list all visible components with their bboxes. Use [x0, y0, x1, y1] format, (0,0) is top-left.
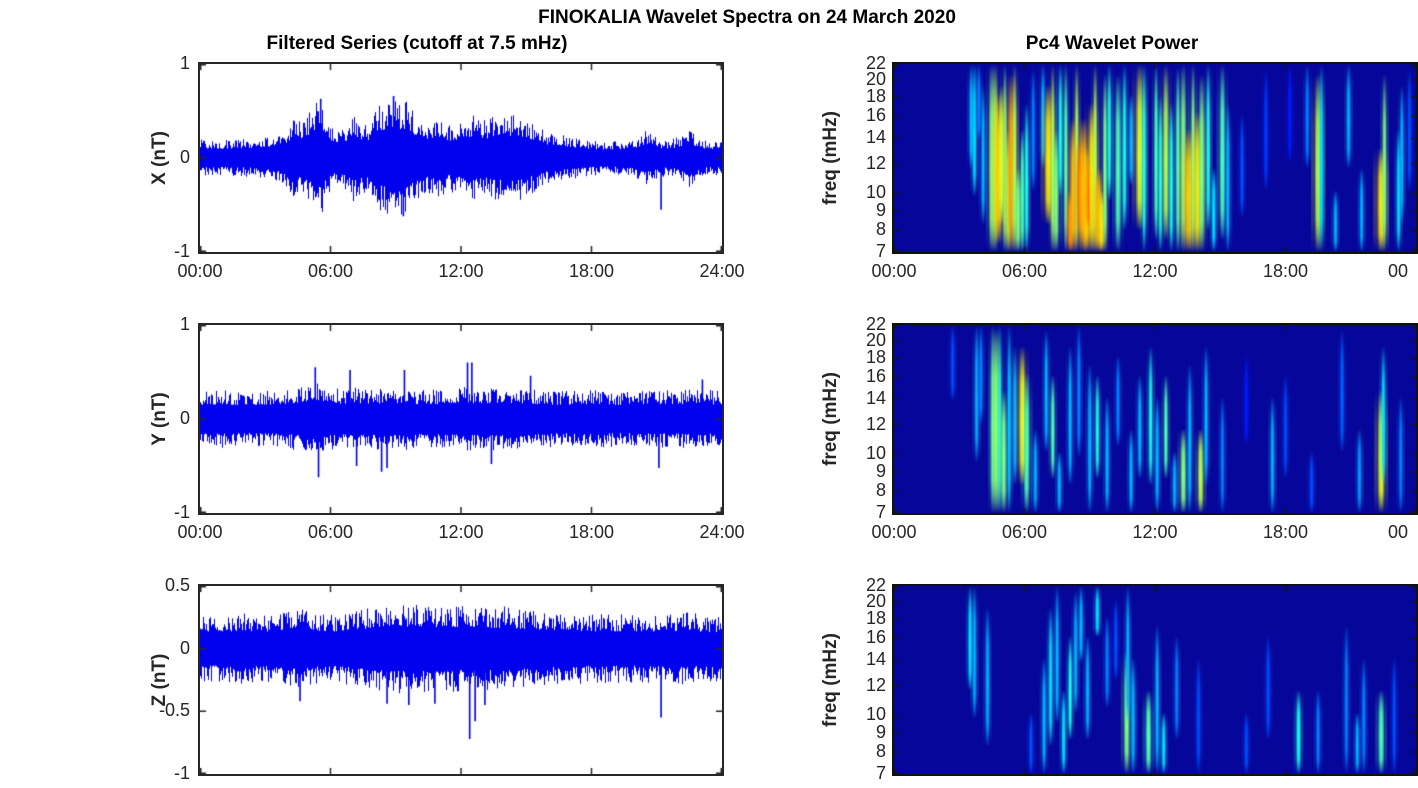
y-x-tick-label: 18:00	[1262, 522, 1309, 542]
z-series-ylabel: Z (nT)	[149, 653, 170, 707]
x-y-tick-label: 14	[865, 127, 886, 148]
z-y-tick-label: 10	[865, 704, 886, 725]
y-series-plot-box	[198, 323, 724, 515]
y-x-tick-label: 18:00	[568, 522, 615, 542]
y-y-tick-label: 0	[179, 408, 190, 429]
z-y-tick-label: -1	[173, 763, 190, 784]
x-y-tick-label: 16	[865, 105, 886, 126]
y-x-tick-label: 24:00	[699, 522, 745, 542]
x-y-tick-label: 7	[875, 241, 886, 262]
x-x-tick-label: 18:00	[1262, 261, 1309, 281]
y-x-tick-label: 00	[1387, 522, 1409, 542]
y-wavelet-spectrogram-box	[892, 323, 1418, 515]
y-y-tick-label: 8	[875, 480, 886, 501]
z-y-tick-label: 0	[179, 637, 190, 658]
y-spectrogram-ylabel: freq (mHz)	[820, 372, 841, 466]
right-column-title: Pc4 Wavelet Power	[1025, 33, 1199, 54]
x-x-tick-label: 12:00	[438, 261, 484, 281]
y-series-ylabel: Y (nT)	[149, 392, 170, 446]
z-y-tick-label: 22	[865, 575, 886, 596]
y-y-tick-label: 7	[875, 502, 886, 523]
x-y-tick-label: 8	[875, 219, 886, 240]
y-y-tick-label: 9	[875, 460, 886, 481]
x-y-tick-label: 22	[865, 53, 886, 74]
z-y-tick-label: -0.5	[158, 700, 190, 721]
y-y-tick-label: 20	[865, 329, 886, 350]
y-x-tick-label: 06:00	[1001, 522, 1048, 542]
x-wavelet-spectrogram-box	[892, 62, 1418, 254]
y-y-tick-label: 12	[865, 413, 886, 434]
z-y-tick-label: 18	[865, 608, 886, 629]
x-y-tick-label: 10	[865, 182, 886, 203]
x-y-tick-label: 12	[865, 152, 886, 173]
x-series-canvas	[200, 64, 722, 252]
x-wavelet-spectrogram-canvas	[894, 64, 1416, 252]
x-y-tick-label: -1	[173, 241, 190, 262]
z-y-tick-label: 16	[865, 627, 886, 648]
z-y-tick-label: 7	[875, 763, 886, 784]
z-spectrogram-ylabel: freq (mHz)	[820, 633, 841, 727]
x-x-tick-label: 06:00	[1001, 261, 1048, 281]
x-spectrogram-ylabel: freq (mHz)	[820, 111, 841, 205]
y-y-tick-label: 10	[865, 443, 886, 464]
y-y-tick-label: -1	[173, 502, 190, 523]
y-y-tick-label: 1	[179, 314, 190, 335]
z-y-tick-label: 12	[865, 674, 886, 695]
x-y-tick-label: 0	[179, 147, 190, 168]
x-y-tick-label: 1	[179, 53, 190, 74]
z-y-tick-label: 20	[865, 590, 886, 611]
x-y-tick-label: 20	[865, 68, 886, 89]
y-x-tick-label: 06:00	[307, 522, 354, 542]
y-wavelet-spectrogram-canvas	[894, 325, 1416, 513]
z-y-tick-label: 0.5	[164, 575, 190, 596]
x-series-ylabel: X (nT)	[149, 131, 170, 185]
z-y-tick-label: 8	[875, 741, 886, 762]
z-y-tick-label: 9	[875, 721, 886, 742]
x-x-tick-label: 00:00	[871, 261, 917, 281]
y-x-tick-label: 00:00	[177, 522, 223, 542]
y-x-tick-label: 12:00	[1132, 522, 1178, 542]
x-x-tick-label: 06:00	[307, 261, 354, 281]
y-x-tick-label: 12:00	[438, 522, 484, 542]
z-wavelet-spectrogram-box	[892, 584, 1418, 776]
x-x-tick-label: 00:00	[177, 261, 223, 281]
x-x-tick-label: 12:00	[1132, 261, 1178, 281]
z-y-tick-label: 14	[865, 649, 886, 670]
x-series-plot-box	[198, 62, 724, 254]
x-y-tick-label: 18	[865, 86, 886, 107]
y-series-canvas	[200, 325, 722, 513]
y-y-tick-label: 18	[865, 347, 886, 368]
z-series-canvas	[200, 586, 722, 774]
x-x-tick-label: 00	[1387, 261, 1409, 281]
z-series-plot-box	[198, 584, 724, 776]
left-column-title: Filtered Series (cutoff at 7.5 mHz)	[266, 33, 568, 54]
y-y-tick-label: 16	[865, 366, 886, 387]
x-x-tick-label: 24:00	[699, 261, 745, 281]
x-x-tick-label: 18:00	[568, 261, 615, 281]
z-wavelet-spectrogram-canvas	[894, 586, 1416, 774]
figure-title: FINOKALIA Wavelet Spectra on 24 March 20…	[538, 7, 956, 28]
y-y-tick-label: 14	[865, 388, 886, 409]
y-x-tick-label: 00:00	[871, 522, 917, 542]
x-y-tick-label: 9	[875, 199, 886, 220]
y-y-tick-label: 22	[865, 314, 886, 335]
